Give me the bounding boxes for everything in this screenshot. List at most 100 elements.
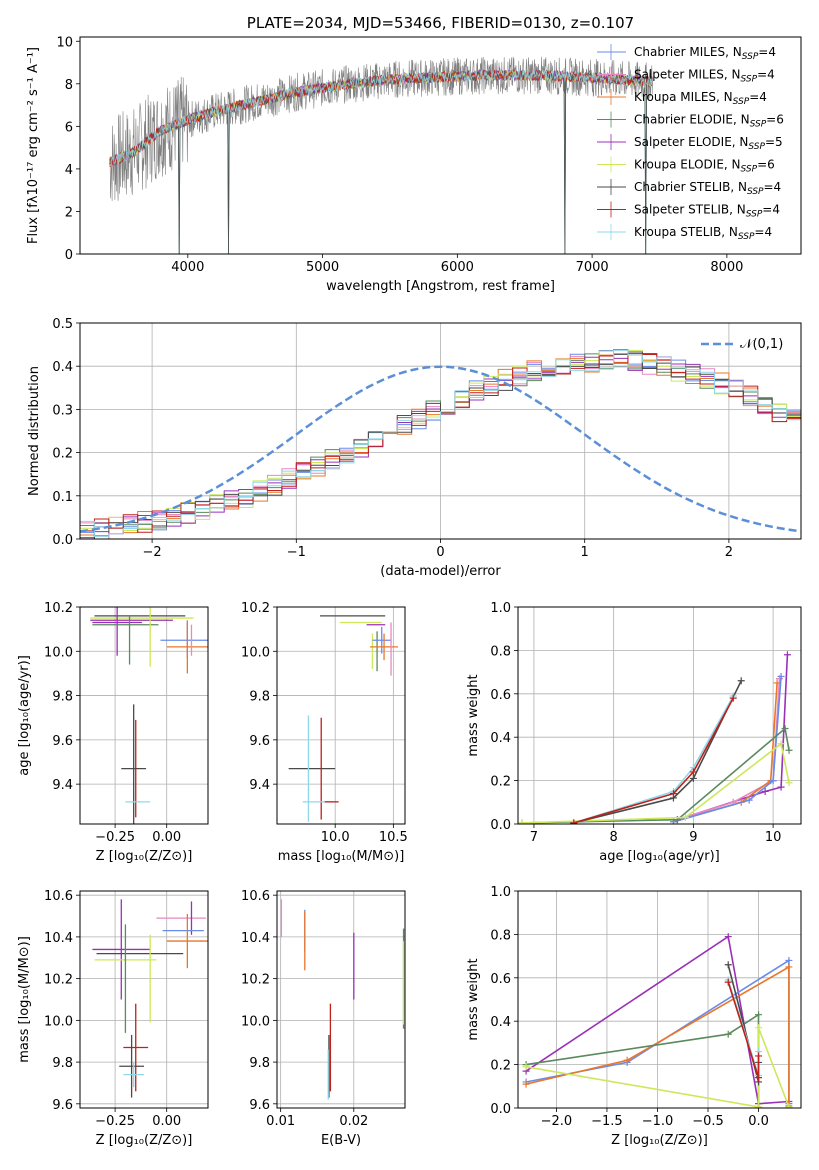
massweight-vs-Z-axes: −2.0 −1.5 −1.0 −0.5 0.0 0.0 0.2 0.4 0.6 0.8 1.0 Z [… [466,885,801,1148]
x-axis-label: mass [log₁₀(M/M⊙)] [278,849,405,864]
y-tick-label: 0.0 [490,818,511,833]
y-tick-label: 10.0 [241,1014,270,1029]
y-tick-label: 4 [65,163,73,178]
legend-entry: Kroupa ELODIE, NSSP=6 [634,158,775,175]
weight-marker-7-1 [755,1074,763,1082]
x-tick-label: 4000 [171,260,204,275]
y-tick-label: 0.8 [490,928,511,943]
x-tick-label: 8000 [710,260,743,275]
age-vs-mass-axes: 10.0 10.5 9.4 9.6 9.8 10.0 10.2 mass [log₁₀(M/M… [241,601,408,864]
weight-line-2 [525,965,790,1106]
y-tick-label: 6 [65,120,73,135]
legend-entry: Chabrier ELODIE, NSSP=6 [634,113,784,130]
y-tick-label: 0.4 [490,1015,511,1030]
y-tick-label: 9.6 [249,734,270,749]
spectrum-axes: 4000 5000 6000 7000 8000 0 2 4 6 8 10 wavelength [A… [26,35,743,294]
y-tick-label: 10 [56,35,73,50]
mass-vs-Z-axes: −0.25 0.00 9.6 9.8 10.0 10.2 10.4 10.6 Z [log₁₀(… [17,889,208,1148]
weight-marker-0-3 [783,651,791,659]
x-tick-label: −0.25 [95,1114,135,1129]
weight-marker-5-2 [777,740,785,748]
weight-marker-6-3 [737,677,745,685]
weight-marker-7-2 [755,1052,763,1060]
y-tick-label: 10.2 [44,601,73,616]
weight-marker-2-3 [773,679,781,687]
y-tick-label: 9.4 [249,778,270,793]
y-tick-label: 0.5 [52,317,73,332]
weight-marker-3-3 [777,672,785,680]
massweight-vs-Z-plot [522,933,793,1108]
weight-line-7 [573,695,734,824]
weight-line-7 [727,981,760,1078]
x-tick-label: −2.0 [541,1114,573,1129]
y-tick-label: 1.0 [490,601,511,616]
x-tick-label: 0.00 [152,830,181,845]
y-tick-label: 9.8 [52,1056,73,1071]
y-tick-label: 8 [65,78,73,93]
y-axis-label: mass weight [466,674,481,756]
weight-marker-8-0 [570,819,578,824]
histogram-series-8 [80,349,801,539]
y-tick-label: 0.2 [52,447,73,462]
x-tick-label: 2 [725,545,733,560]
weight-line-0 [525,935,789,1105]
weight-marker-8-1 [669,790,677,798]
weight-marker-0-2 [777,783,785,791]
histogram-series-6 [80,351,801,539]
massweight-vs-age-frame [517,606,802,825]
weight-marker-0-1 [761,787,769,795]
x-tick-label: 7 [530,830,538,845]
weight-line-5 [521,742,790,824]
y-tick-label: 10.0 [241,645,270,660]
weight-marker-5-1 [681,813,689,821]
weight-marker-5-3 [785,779,793,787]
age-vs-Z-frame [79,606,209,825]
weight-marker-2-0 [522,1080,530,1088]
y-tick-label: 10.4 [241,931,270,946]
weight-marker-3-2 [769,777,777,785]
massweight-vs-age-axes: 7 8 9 10 0.0 0.2 0.4 0.6 0.8 1.0 age [log₁₀(age/yr… [466,601,801,864]
mass-vs-ebv-frame [276,890,406,1109]
mass-vs-Z-plot [92,899,208,1098]
spectrum-plot [109,56,653,254]
residuals-frame [79,322,802,540]
mass-vs-ebv-plot [280,899,405,1100]
y-tick-label: 9.6 [52,1098,73,1113]
x-tick-label: 5000 [306,260,339,275]
y-axis-label: mass [log₁₀(M/M⊙)] [17,936,32,1063]
residuals-axes: −2 −1 0 1 2 0.0 0.1 0.2 0.3 0.4 0.5 (data-model)/er… [27,317,801,579]
x-tick-label: −1 [287,545,306,560]
y-tick-label: 1.0 [490,885,511,900]
y-axis-label: Normed distribution [27,366,42,496]
y-tick-label: 9.4 [52,778,73,793]
weight-marker-4-2 [755,1024,763,1032]
weight-marker-0-1 [724,933,732,941]
residuals-plot [80,349,801,539]
legend-entry: Kroupa MILES, NSSP=4 [634,90,767,107]
y-tick-label: 10.6 [241,889,270,904]
y-tick-label: 2 [65,205,73,220]
legend-entry: Salpeter MILES, NSSP=4 [634,68,775,85]
y-tick-label: 10.6 [44,889,73,904]
x-tick-label: 10.5 [379,830,408,845]
y-tick-label: 0.0 [490,1102,511,1117]
weight-marker-2-1 [623,1056,631,1064]
weight-line-3 [673,676,782,823]
weight-marker-7-0 [724,978,732,986]
y-tick-label: 0.4 [52,360,73,375]
x-tick-label: 8 [610,830,618,845]
x-tick-label: −0.5 [692,1114,724,1129]
x-tick-label: −0.25 [95,830,135,845]
weight-marker-2-2 [785,963,793,971]
mass-vs-ebv-axes: 0.01 0.02 9.6 9.8 10.0 10.2 10.4 10.6 E(B-V) [241,889,405,1148]
weight-marker-4-3 [785,1103,793,1108]
x-axis-label: Z [log₁₀(Z/Z⊙)] [611,1133,708,1148]
legend: Chabrier MILES, NSSP=4 Salpeter MILES, NS… [597,44,784,242]
weight-marker-3-1 [724,1030,732,1038]
x-tick-label: 0.00 [152,1114,181,1129]
weight-marker-4-1 [755,1103,763,1108]
x-axis-label: age [log₁₀(age/yr)] [599,849,720,864]
x-tick-label: 0.0 [748,1114,769,1129]
legend-entry: 𝒩(0,1) [740,337,783,352]
